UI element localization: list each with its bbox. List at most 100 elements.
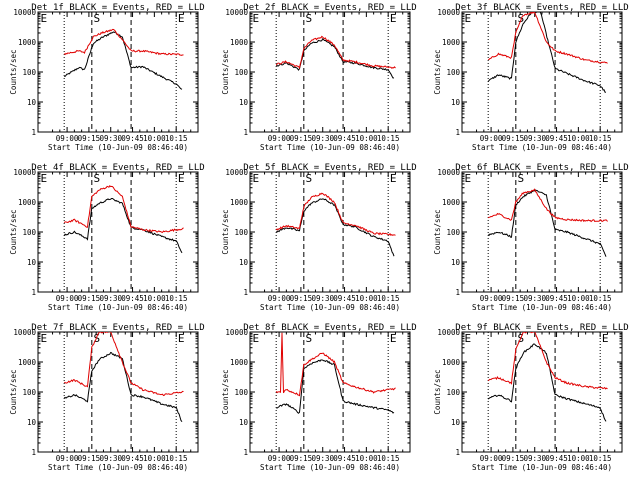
interval-marker: S: [306, 12, 313, 25]
x-tick-label: 10:00: [355, 454, 378, 463]
y-axis-label: Counts/sec: [221, 369, 230, 414]
x-tick-label: 09:00: [268, 134, 291, 143]
panel-title: Det 6f BLACK = Events, RED = LLD: [455, 163, 628, 173]
x-tick-label: 09:00: [480, 134, 503, 143]
y-tick-label: 10000: [13, 8, 36, 17]
y-tick-label: 1000: [442, 358, 461, 367]
x-tick-label: 09:45: [121, 454, 144, 463]
y-tick-label: 1000: [230, 198, 249, 207]
y-tick-label: 1: [31, 288, 36, 297]
y-tick-label: 100: [446, 68, 460, 77]
x-tick-label: 10:00: [355, 294, 378, 303]
interval-marker: E: [602, 172, 609, 185]
interval-marker: E: [390, 332, 397, 345]
x-tick-label: 09:15: [290, 294, 313, 303]
y-tick-label: 100: [234, 228, 248, 237]
y-tick-label: 1: [31, 128, 36, 137]
x-tick-label: 09:00: [56, 134, 79, 143]
y-tick-label: 100: [22, 228, 36, 237]
x-tick-label: 09:00: [56, 454, 79, 463]
panel-title: Det 3f BLACK = Events, RED = LLD: [455, 3, 628, 13]
y-tick-label: 1000: [18, 358, 37, 367]
interval-marker: E: [178, 332, 185, 345]
interval-marker: S: [306, 172, 313, 185]
detector-panel-7: Det 7f BLACK = Events, RED = LLD 1 10 100 10…: [9, 323, 205, 472]
y-tick-label: 1000: [18, 198, 37, 207]
y-tick-label: 1000: [230, 358, 249, 367]
y-tick-label: 10: [239, 98, 249, 107]
y-axis-label: Counts/sec: [221, 49, 230, 94]
x-tick-label: 10:15: [377, 134, 400, 143]
y-tick-label: 1: [243, 128, 248, 137]
y-tick-label: 10000: [437, 328, 460, 337]
y-tick-label: 100: [446, 228, 460, 237]
interval-marker: E: [465, 332, 472, 345]
x-tick-label: 09:45: [545, 294, 568, 303]
lld-rate-line: [487, 332, 608, 390]
detector-panel-2: Det 2f BLACK = Events, RED = LLD 1 10 100 10…: [221, 3, 417, 152]
interval-marker: E: [253, 172, 260, 185]
events-rate-line: [275, 198, 395, 257]
x-tick-label: 09:15: [502, 454, 525, 463]
x-tick-label: 09:15: [290, 454, 313, 463]
events-rate-line: [64, 31, 183, 90]
x-tick-label: 10:15: [589, 454, 612, 463]
x-axis-label: Start Time (10-Jun-09 08:46:40): [472, 303, 612, 312]
y-tick-label: 10000: [437, 8, 460, 17]
panel-title: Det 5f BLACK = Events, RED = LLD: [243, 163, 416, 173]
detector-panel-4: Det 4f BLACK = Events, RED = LLD 1 10 100 10…: [9, 163, 205, 312]
detector-panel-8: Det 8f BLACK = Events, RED = LLD 1 10 100 10…: [221, 323, 417, 472]
x-tick-label: 10:15: [589, 294, 612, 303]
y-tick-label: 100: [234, 388, 248, 397]
x-tick-label: 10:00: [143, 454, 166, 463]
y-tick-label: 10000: [13, 168, 36, 177]
y-tick-label: 10000: [13, 328, 36, 337]
detector-panel-9: Det 9f BLACK = Events, RED = LLD 1 10 100 10…: [433, 323, 629, 472]
events-rate-line: [63, 198, 183, 254]
x-tick-label: 09:30: [99, 134, 122, 143]
y-tick-label: 1: [455, 128, 460, 137]
lld-rate-line: [487, 188, 608, 223]
lld-rate-line: [63, 28, 184, 56]
y-tick-label: 10: [27, 258, 37, 267]
x-axis-label: Start Time (10-Jun-09 08:46:40): [472, 143, 612, 152]
y-axis-label: Counts/sec: [433, 49, 442, 94]
x-axis-label: Start Time (10-Jun-09 08:46:40): [260, 463, 400, 472]
detector-panel-3: Det 3f BLACK = Events, RED = LLD 1 10 100 10…: [433, 3, 629, 152]
panel-title: Det 7f BLACK = Events, RED = LLD: [31, 323, 204, 333]
x-tick-label: 09:15: [78, 134, 101, 143]
interval-marker: S: [518, 12, 525, 25]
interval-marker: E: [602, 332, 609, 345]
lld-rate-line: [275, 192, 396, 237]
x-axis-label: Start Time (10-Jun-09 08:46:40): [48, 143, 188, 152]
y-tick-label: 1: [243, 448, 248, 457]
interval-marker: E: [41, 332, 48, 345]
y-tick-label: 10000: [225, 8, 248, 17]
y-tick-label: 100: [22, 68, 36, 77]
interval-marker: S: [94, 172, 101, 185]
y-tick-label: 100: [446, 388, 460, 397]
x-tick-label: 09:45: [545, 134, 568, 143]
y-axis-label: Counts/sec: [9, 369, 18, 414]
x-axis-label: Start Time (10-Jun-09 08:46:40): [472, 463, 612, 472]
interval-marker: S: [518, 172, 525, 185]
x-tick-label: 09:15: [502, 134, 525, 143]
interval-marker: S: [94, 12, 101, 25]
x-tick-label: 09:00: [480, 454, 503, 463]
y-tick-label: 10: [27, 98, 37, 107]
x-tick-label: 09:30: [99, 294, 122, 303]
interval-marker: E: [465, 172, 472, 185]
x-tick-label: 09:00: [268, 294, 291, 303]
x-tick-label: 09:45: [545, 454, 568, 463]
interval-marker: E: [41, 12, 48, 25]
y-tick-label: 10: [451, 258, 461, 267]
y-tick-label: 10000: [225, 328, 248, 337]
x-tick-label: 10:15: [165, 454, 188, 463]
y-axis-label: Counts/sec: [9, 209, 18, 254]
x-tick-label: 09:15: [290, 134, 313, 143]
x-tick-label: 10:15: [377, 294, 400, 303]
x-tick-label: 10:00: [567, 294, 590, 303]
lld-rate-line: [275, 35, 396, 70]
x-tick-label: 10:15: [165, 294, 188, 303]
